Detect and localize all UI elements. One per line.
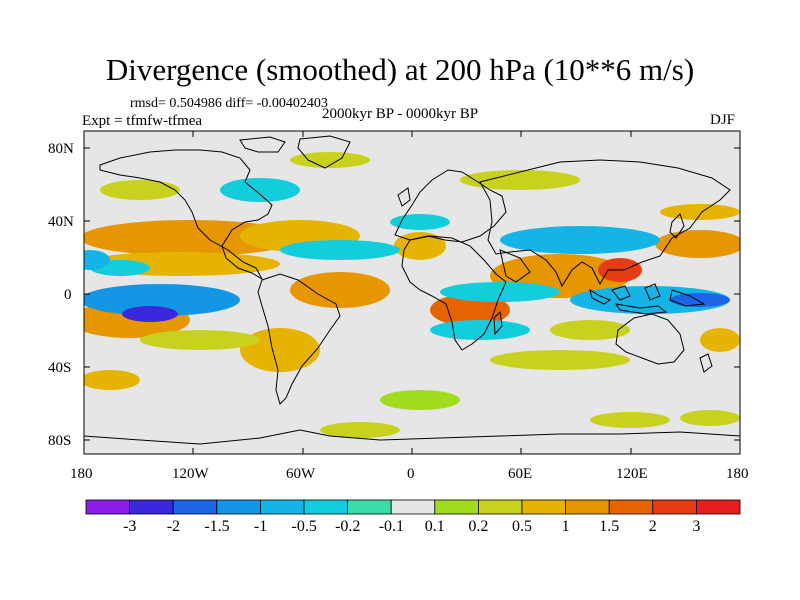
lon-label-180e: 180 bbox=[726, 466, 749, 482]
contour-region bbox=[670, 293, 730, 307]
colorbar-label: -0.2 bbox=[335, 518, 361, 535]
colorbar-swatch bbox=[477, 499, 523, 515]
colorbar-label: -1.5 bbox=[204, 518, 230, 535]
contour-region bbox=[680, 410, 740, 426]
lat-label-80s: 80S bbox=[48, 433, 72, 449]
contour-region bbox=[240, 328, 320, 372]
contour-region bbox=[320, 422, 400, 438]
map-title: Divergence (smoothed) at 200 hPa (10**6 … bbox=[105, 52, 695, 87]
contour-region bbox=[84, 370, 140, 390]
colorbar-swatch bbox=[85, 499, 130, 515]
contour-region bbox=[280, 240, 400, 260]
colorbar-swatch bbox=[696, 499, 741, 515]
lat-label-0: 0 bbox=[64, 287, 72, 303]
contour-region bbox=[84, 250, 110, 270]
colorbar-swatch bbox=[216, 499, 261, 515]
contour-region bbox=[220, 178, 300, 202]
contour-region bbox=[430, 320, 530, 340]
colorbar-swatch bbox=[303, 499, 348, 515]
lat-label-80n: 80N bbox=[48, 141, 74, 157]
lon-label-0: 0 bbox=[407, 466, 415, 482]
colorbar-label: 0.5 bbox=[512, 518, 532, 535]
contour-region bbox=[290, 272, 390, 308]
contour-region bbox=[500, 226, 660, 254]
lon-label-120w: 120W bbox=[172, 466, 209, 482]
colorbar-swatch bbox=[390, 499, 436, 515]
colorbar-swatch bbox=[521, 499, 566, 515]
contour-region bbox=[84, 220, 300, 256]
season-label: DJF bbox=[710, 112, 736, 128]
axis-ticks bbox=[83, 131, 741, 454]
colorbar-label: -3 bbox=[123, 518, 137, 535]
colorbar-label: 0.2 bbox=[468, 518, 489, 535]
colorbar bbox=[85, 499, 741, 515]
lon-label-120e: 120E bbox=[616, 466, 648, 482]
coastlines bbox=[84, 135, 740, 445]
colorbar-label: 2 bbox=[648, 518, 657, 535]
contour-fields bbox=[84, 152, 740, 438]
contour-region bbox=[84, 284, 240, 316]
contour-region bbox=[122, 306, 178, 322]
colorbar-swatch bbox=[652, 499, 697, 515]
contour-region bbox=[550, 320, 630, 340]
colorbar-swatch bbox=[608, 499, 654, 515]
colorbar-label: -1 bbox=[253, 518, 268, 535]
contour-region bbox=[590, 412, 670, 428]
contour-region bbox=[440, 282, 560, 302]
contour-region bbox=[490, 350, 630, 370]
colorbar-label: 1.5 bbox=[599, 518, 620, 535]
contour-region bbox=[380, 390, 460, 410]
contour-region bbox=[394, 232, 446, 260]
period-label: 2000kyr BP - 0000kyr BP bbox=[322, 106, 479, 122]
contour-region bbox=[660, 204, 740, 220]
stats-label: rmsd= 0.504986 diff= -0.00402403 bbox=[130, 96, 328, 111]
lat-label-40s: 40S bbox=[48, 360, 72, 376]
colorbar-swatch bbox=[129, 499, 174, 515]
contour-region bbox=[460, 170, 580, 190]
colorbar-label: 3 bbox=[692, 518, 701, 535]
contour-region bbox=[290, 152, 370, 168]
colorbar-swatch bbox=[347, 499, 392, 515]
colorbar-label: 0.1 bbox=[424, 518, 445, 535]
colorbar-swatch bbox=[565, 499, 610, 515]
colorbar-swatch bbox=[259, 499, 305, 515]
contour-region bbox=[140, 330, 260, 350]
colorbar-swatch bbox=[172, 499, 218, 515]
colorbar-swatch bbox=[434, 499, 479, 515]
lat-label-40n: 40N bbox=[48, 214, 74, 230]
lon-label-180w: 180 bbox=[70, 466, 93, 482]
colorbar-label: -0.5 bbox=[291, 518, 317, 535]
lon-label-60e: 60E bbox=[508, 466, 533, 482]
colorbar-label: -2 bbox=[166, 518, 181, 535]
colorbar-label: -0.1 bbox=[378, 518, 405, 535]
experiment-label: Expt = tfmfw-tfmea bbox=[82, 113, 203, 129]
contour-region bbox=[430, 294, 510, 326]
contour-region bbox=[100, 180, 180, 200]
contour-region bbox=[390, 214, 450, 230]
colorbar-label: 1 bbox=[561, 518, 570, 535]
lon-label-60w: 60W bbox=[286, 466, 316, 482]
contour-region bbox=[700, 328, 740, 352]
